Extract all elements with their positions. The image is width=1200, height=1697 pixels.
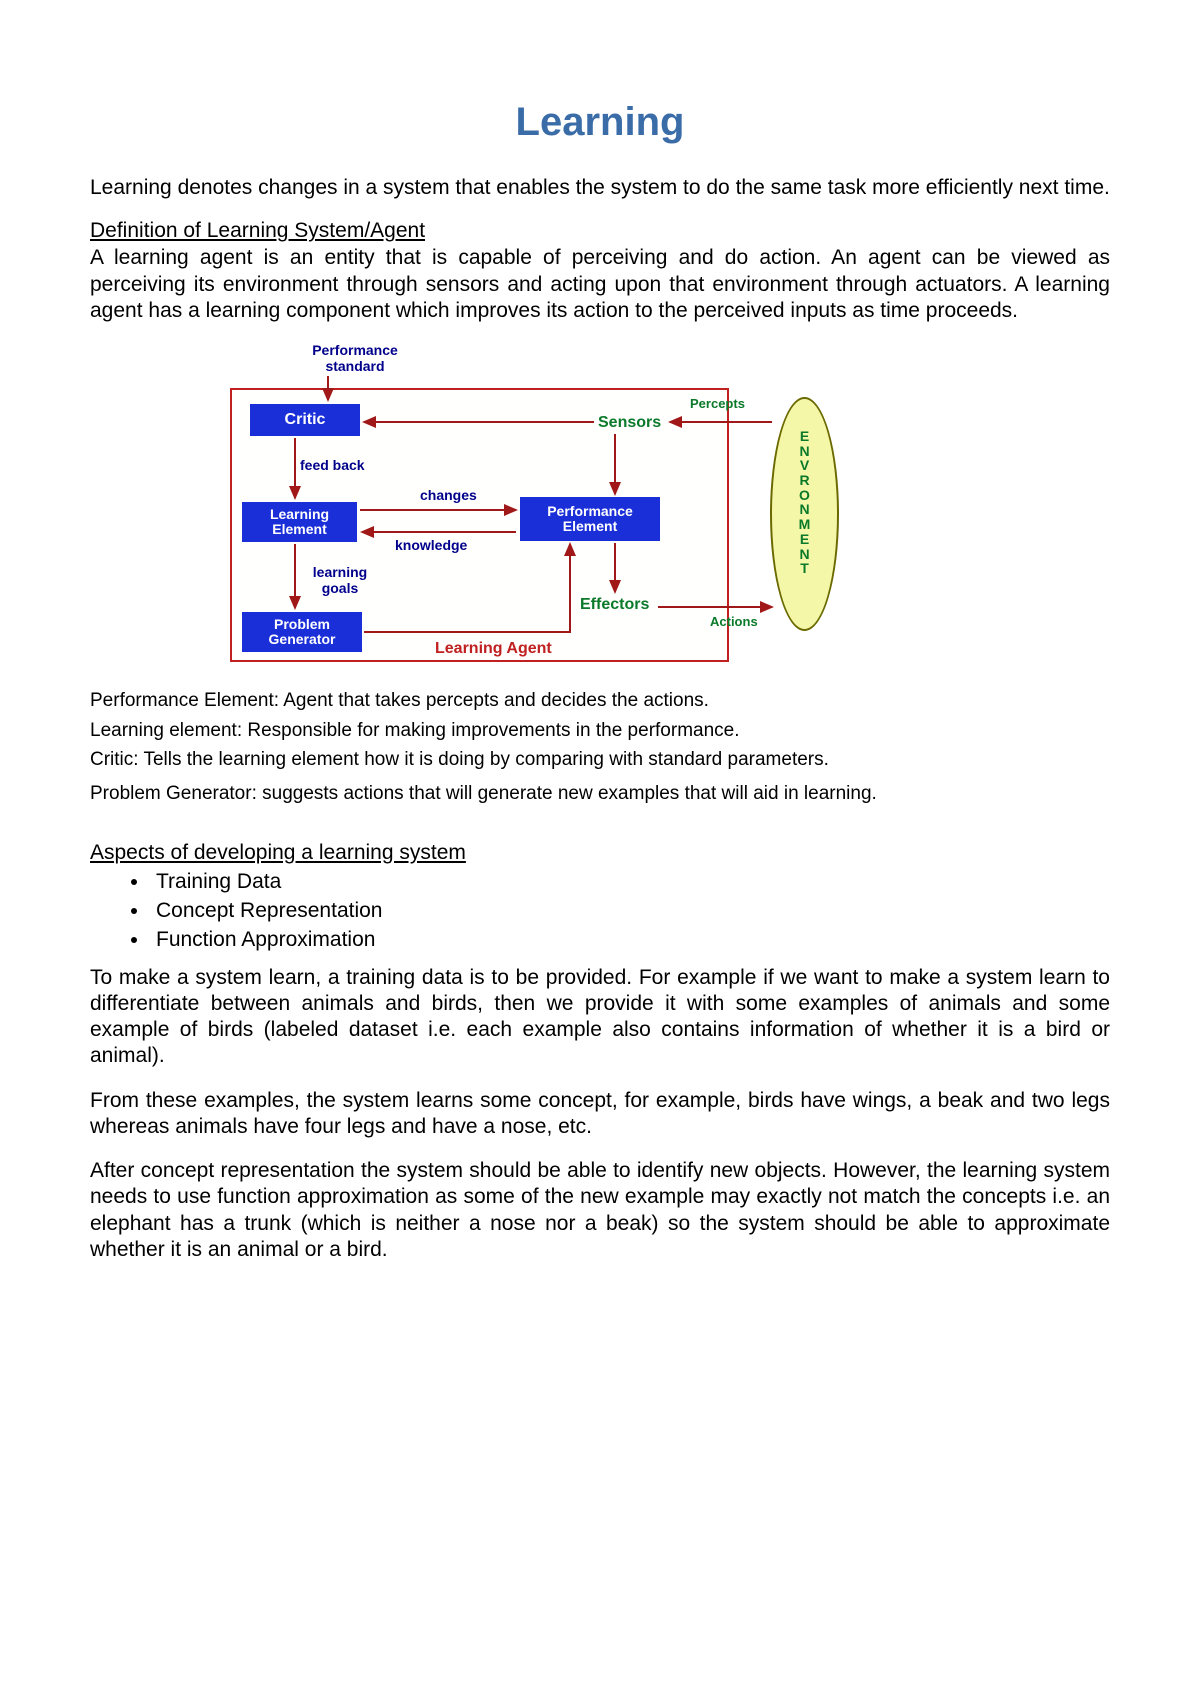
intro-paragraph: Learning denotes changes in a system tha… [90,175,1110,201]
label-effectors: Effectors [580,596,649,614]
box-problem-generator: Problem Generator [242,612,362,652]
label-changes: changes [420,487,477,503]
box-critic: Critic [250,404,360,436]
label-sensors: Sensors [598,414,661,432]
aspects-p3: After concept representation the system … [90,1158,1110,1263]
list-item: Concept Representation [150,896,1110,925]
label-learning-goals: learning goals [300,564,380,596]
def-performance-element: Performance Element: Agent that takes pe… [90,688,1110,714]
section-heading-aspects: Aspects of developing a learning system [90,841,1110,865]
box-performance-element: Performance Element [520,497,660,541]
list-item: Training Data [150,867,1110,896]
aspects-p1: To make a system learn, a training data … [90,965,1110,1070]
label-actions: Actions [710,614,758,629]
document-page: Learning Learning denotes changes in a s… [0,0,1200,1697]
box-learning-element: Learning Element [242,502,357,542]
aspects-p2: From these examples, the system learns s… [90,1088,1110,1141]
environment-ellipse: ENVRONMENT [770,397,839,631]
label-feedback: feed back [300,457,365,473]
label-learning-agent: Learning Agent [435,640,552,658]
definition-body: A learning agent is an entity that is ca… [90,245,1110,324]
def-critic: Critic: Tells the learning element how i… [90,747,1110,773]
section-heading-definition: Definition of Learning System/Agent [90,219,1110,243]
environment-label: ENVRONMENT [772,399,837,576]
def-learning-element: Learning element: Responsible for making… [90,718,1110,744]
label-percepts: Percepts [690,396,745,411]
label-performance-standard: Performance standard [295,342,415,374]
learning-agent-diagram: Performance standard Critic Learning Ele… [220,342,900,682]
list-item: Function Approximation [150,925,1110,954]
page-title: Learning [90,100,1110,145]
label-knowledge: knowledge [395,537,467,553]
def-problem-generator: Problem Generator: suggests actions that… [90,781,1110,807]
aspects-list: Training Data Concept Representation Fun… [150,867,1110,955]
